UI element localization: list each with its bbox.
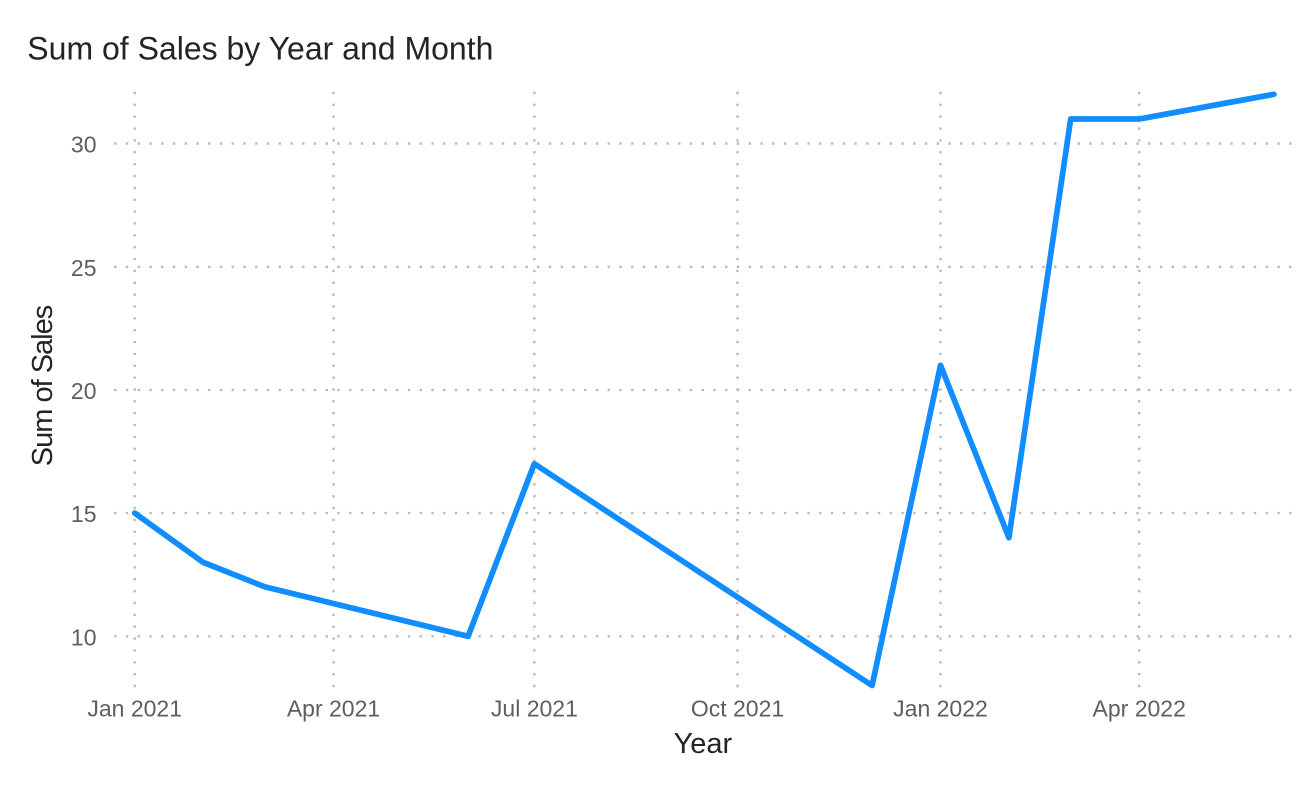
- svg-text:Sum of Sales by Year and Month: Sum of Sales by Year and Month: [27, 31, 493, 67]
- svg-text:Jan 2021: Jan 2021: [87, 696, 182, 722]
- svg-text:Sum of Sales: Sum of Sales: [27, 305, 59, 466]
- svg-text:15: 15: [71, 501, 97, 527]
- svg-text:Apr 2022: Apr 2022: [1093, 696, 1186, 722]
- svg-text:Oct 2021: Oct 2021: [691, 696, 784, 722]
- svg-text:25: 25: [71, 255, 97, 281]
- svg-text:20: 20: [71, 378, 97, 404]
- svg-text:Jan 2022: Jan 2022: [893, 696, 988, 722]
- svg-text:30: 30: [71, 132, 97, 158]
- svg-text:10: 10: [71, 624, 97, 650]
- svg-text:Year: Year: [674, 728, 733, 760]
- svg-text:Jul 2021: Jul 2021: [491, 696, 578, 722]
- svg-text:Apr 2021: Apr 2021: [287, 696, 380, 722]
